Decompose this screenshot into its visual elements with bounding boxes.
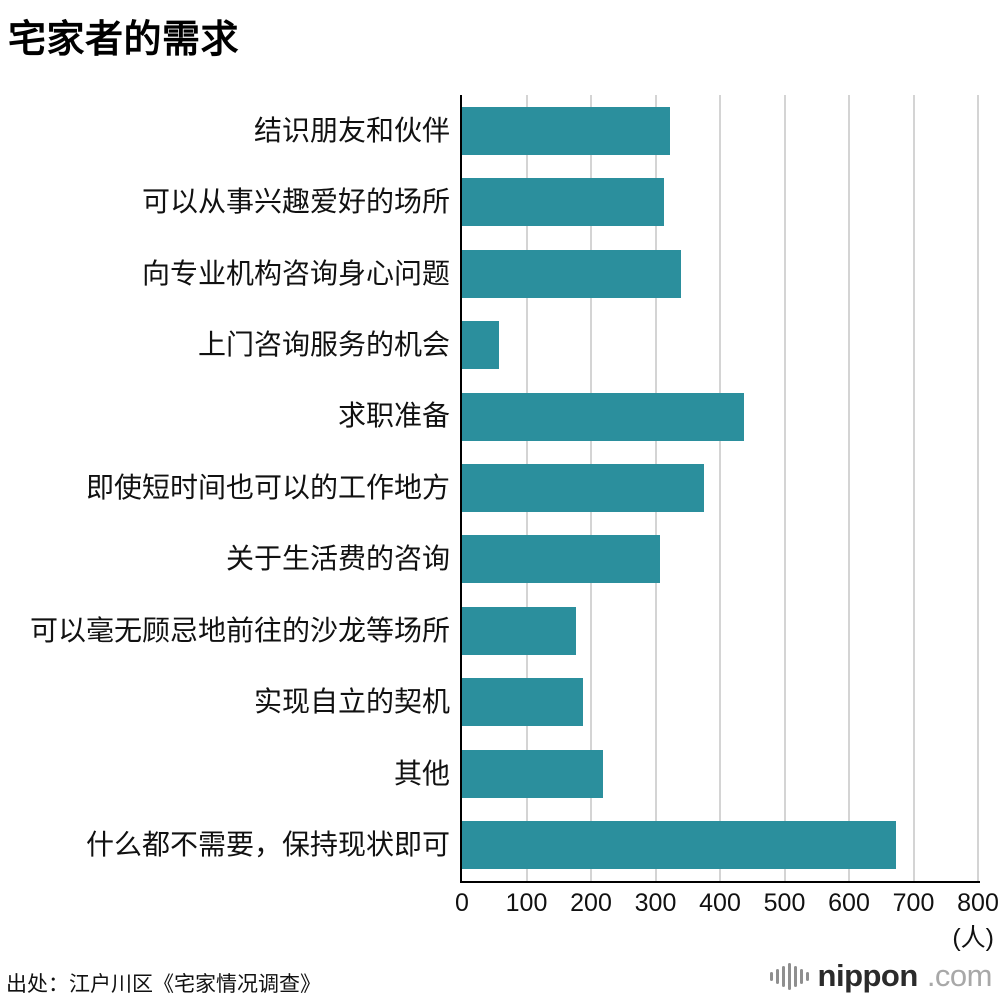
gridline	[848, 95, 850, 881]
x-tick-label: 300	[634, 889, 677, 917]
logo-bar	[805, 971, 809, 981]
category-label: 求职准备	[337, 400, 450, 432]
bar	[462, 249, 681, 298]
chart-row: 实现自立的契机	[0, 667, 1000, 738]
x-tick-label: 200	[570, 889, 612, 917]
bar-cell	[462, 309, 1000, 380]
logo-bar	[799, 968, 803, 984]
x-tick-label: 500	[763, 889, 806, 917]
chart-row: 结识朋友和伙伴	[0, 95, 1000, 166]
bar	[462, 535, 661, 584]
bar	[462, 749, 604, 798]
bar-chart: 结识朋友和伙伴可以从事兴趣爱好的场所 向专业机构咨询身心问题上门咨询服务的机会求职…	[0, 95, 1000, 917]
chart-row: 即使短时间也可以的工作地方	[0, 452, 1000, 523]
x-tick-label: 0	[455, 889, 469, 917]
gridline	[977, 95, 979, 881]
bar	[462, 606, 577, 655]
source-note: 出处：江户川区《宅家情况调查》	[6, 973, 321, 996]
x-axis-line	[460, 881, 980, 883]
category-label: 向专业机构咨询身心问题	[141, 257, 450, 289]
bar	[462, 821, 896, 870]
x-ticks: 0 100 200 300 400 500 600 700 800	[455, 889, 999, 921]
logo-brand-text: nippon	[817, 958, 919, 993]
bar	[462, 392, 745, 441]
bar-cell	[462, 595, 1000, 666]
category-label: 实现自立的契机	[253, 686, 450, 718]
x-tick-label: 600	[828, 889, 870, 917]
gridline	[719, 95, 721, 881]
bar-cell	[462, 381, 1000, 452]
bar	[462, 178, 664, 227]
logo-bar	[781, 965, 785, 987]
page-title: 宅家者的需求	[8, 19, 240, 61]
logo-bar	[793, 965, 797, 987]
logo-bar	[775, 968, 779, 984]
gridline	[912, 95, 915, 881]
chart-row: 关于生活费的咨询	[0, 524, 1000, 595]
bar	[462, 321, 499, 370]
gridline	[783, 95, 786, 881]
signal-bars-icon	[769, 962, 809, 990]
chart-row: 可以从事兴趣爱好的场所	[0, 166, 1000, 237]
bar-cell	[462, 738, 1000, 809]
bar-cell	[462, 667, 1000, 738]
x-tick-label: 400	[699, 889, 741, 917]
bar-cell	[462, 95, 1000, 166]
x-axis-unit-label: (人)	[952, 924, 994, 952]
y-axis-line	[460, 95, 462, 883]
x-tick-label: 100	[505, 889, 548, 917]
x-tick-label: 800	[957, 889, 999, 917]
bar-cell	[462, 524, 1000, 595]
bar-cell	[462, 166, 1000, 237]
category-label: 上门咨询服务的机会	[197, 328, 450, 360]
bar-cell	[462, 452, 1000, 523]
bar	[462, 678, 584, 727]
chart-row: 可以毫无顾忌地前往的沙龙等场所	[0, 595, 1000, 666]
chart-row: 上门咨询服务的机会	[0, 309, 1000, 380]
chart-rows: 结识朋友和伙伴可以从事兴趣爱好的场所 向专业机构咨询身心问题上门咨询服务的机会求职…	[0, 95, 1000, 881]
category-label: 结识朋友和伙伴	[253, 114, 450, 146]
category-label: 其他	[393, 757, 450, 789]
chart-row: 其他	[0, 738, 1000, 809]
chart-row: 什么都不需要，保持现状即可	[0, 810, 1000, 881]
bar-cell	[462, 238, 1000, 309]
bar-cell	[462, 810, 1000, 881]
chart-row: 向专业机构咨询身心问题	[0, 238, 1000, 309]
category-label: 关于生活费的咨询	[225, 543, 450, 575]
category-label: 可以毫无顾忌地前往的沙龙等场所	[29, 614, 450, 646]
logo-suffix-text: .com	[926, 958, 993, 993]
x-tick-label: 700	[892, 889, 935, 917]
logo-bar	[787, 962, 791, 990]
chart-row: 求职准备	[0, 381, 1000, 452]
logo-bar	[769, 971, 773, 981]
category-label: 什么都不需要，保持现状即可	[85, 829, 450, 861]
bar	[462, 463, 705, 512]
nippon-logo[interactable]: nippon .com	[769, 958, 993, 994]
bar	[462, 106, 671, 155]
category-label: 即使短时间也可以的工作地方	[85, 471, 450, 503]
category-label: 可以从事兴趣爱好的场所	[141, 186, 450, 218]
